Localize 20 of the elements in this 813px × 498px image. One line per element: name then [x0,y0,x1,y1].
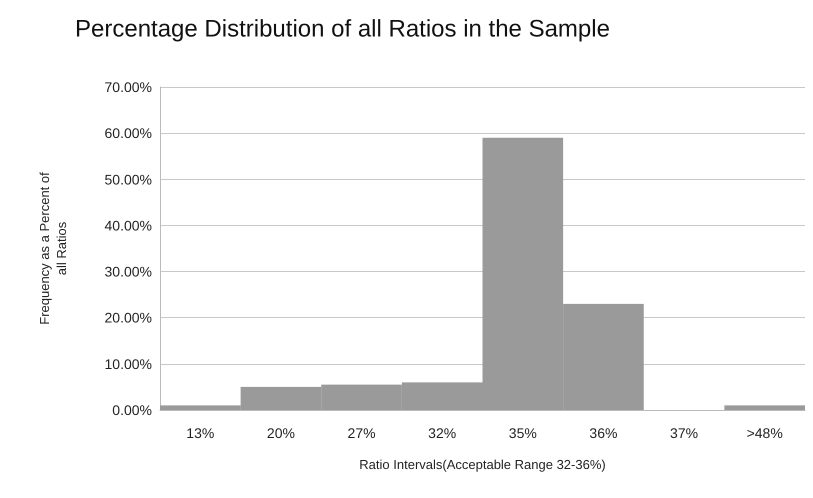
y-tick-label: 20.00% [104,310,152,326]
x-tick-label: 20% [266,425,295,441]
y-tick-label: 60.00% [104,125,152,142]
bar [724,405,805,410]
y-tick-label: 70.00% [104,79,152,95]
x-tick-label: 35% [508,425,537,441]
chart-title: Percentage Distribution of all Ratios in the Sample [75,16,610,42]
x-tick-label: 37% [670,425,698,441]
x-tick-label: 27% [348,425,376,441]
x-tick-label: >48% [746,425,783,441]
y-axis-title: Frequency as a Percent of all Ratios [37,172,69,325]
y-tick-label: 10.00% [104,356,152,372]
y-tick-label: 50.00% [104,171,152,188]
x-tick-label: 13% [186,425,214,441]
x-axis-title: Ratio Intervals(Acceptable Range 32-36%) [359,457,606,472]
y-tick-label: 0.00% [112,402,152,418]
x-tick-label: 32% [428,425,456,441]
y-tick-label: 30.00% [104,264,152,280]
x-tick-label: 36% [589,425,618,441]
y-tick-label: 40.00% [104,217,152,234]
